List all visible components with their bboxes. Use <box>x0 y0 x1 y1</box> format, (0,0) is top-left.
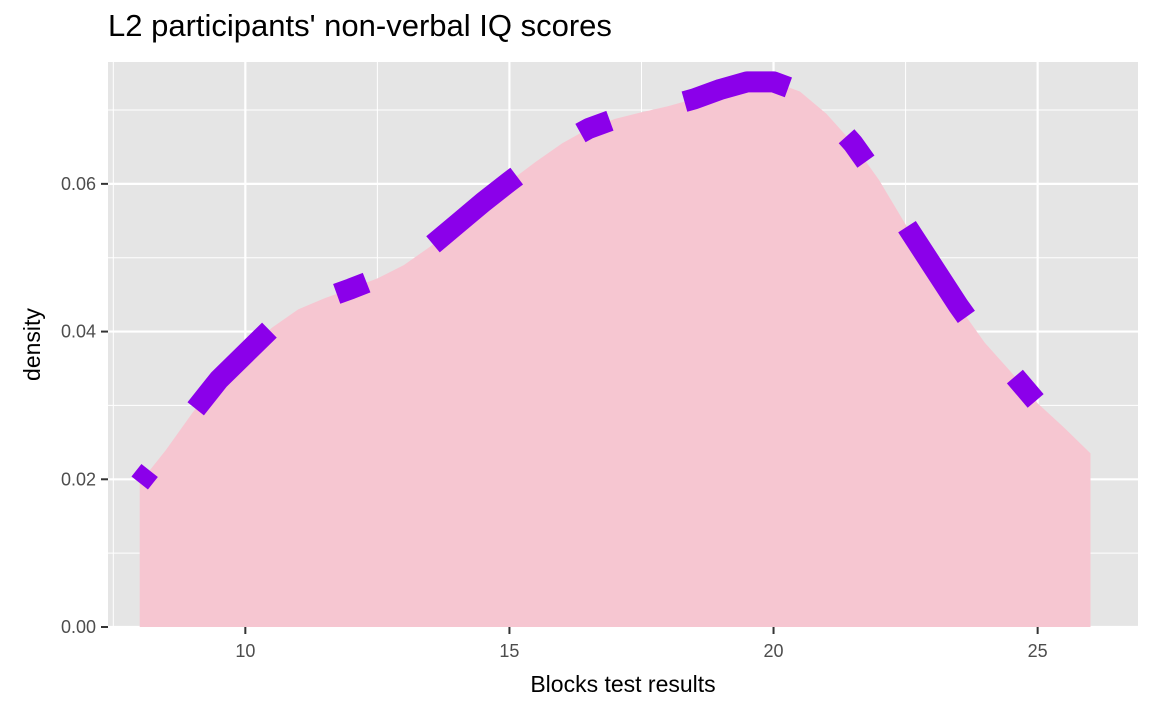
y-tick-label: 0.02 <box>61 469 96 489</box>
x-tick-label: 20 <box>764 641 784 661</box>
density-area <box>139 81 1091 627</box>
x-tick-label: 25 <box>1028 641 1048 661</box>
x-axis-ticks: 10 15 20 25 <box>235 627 1048 661</box>
y-tick-label: 0.04 <box>61 322 96 342</box>
x-tick-label: 10 <box>235 641 255 661</box>
y-tick-label: 0.06 <box>61 174 96 194</box>
y-axis-title: density <box>19 308 45 381</box>
y-axis-ticks: 0.00 0.02 0.04 0.06 <box>61 174 108 637</box>
x-axis-title: Blocks test results <box>530 671 715 697</box>
y-tick-label: 0.00 <box>61 617 96 637</box>
x-tick-label: 15 <box>499 641 519 661</box>
chart-title: L2 participants' non-verbal IQ scores <box>108 8 612 43</box>
density-line <box>131 71 1098 490</box>
